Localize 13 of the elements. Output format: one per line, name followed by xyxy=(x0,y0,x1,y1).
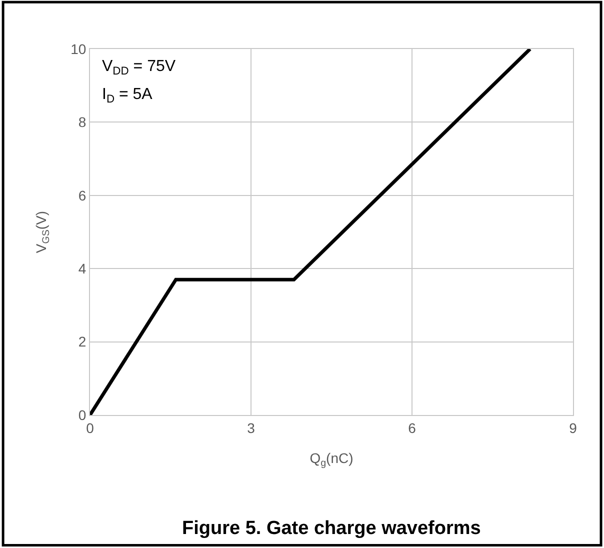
x-axis-title: Q$_{g}$(nC) xyxy=(310,450,354,470)
y-tick-label: 8 xyxy=(78,114,86,130)
x-tick-label: 3 xyxy=(247,420,256,436)
y-tick-label: 10 xyxy=(70,40,86,57)
y-tick-label: 4 xyxy=(78,260,86,276)
y-tick-label: 6 xyxy=(78,187,86,204)
y-tick-label: 2 xyxy=(78,334,86,350)
x-tick-label: 9 xyxy=(569,420,578,436)
annotation: I$_{D}$ = 5A xyxy=(102,86,153,106)
y-tick-label: 0 xyxy=(78,406,86,423)
text: Figure 5. Gate charge waveforms xyxy=(182,518,481,539)
annotation: V$_{DD}$ = 75V xyxy=(102,58,176,78)
x-tick-label: 6 xyxy=(408,420,416,436)
